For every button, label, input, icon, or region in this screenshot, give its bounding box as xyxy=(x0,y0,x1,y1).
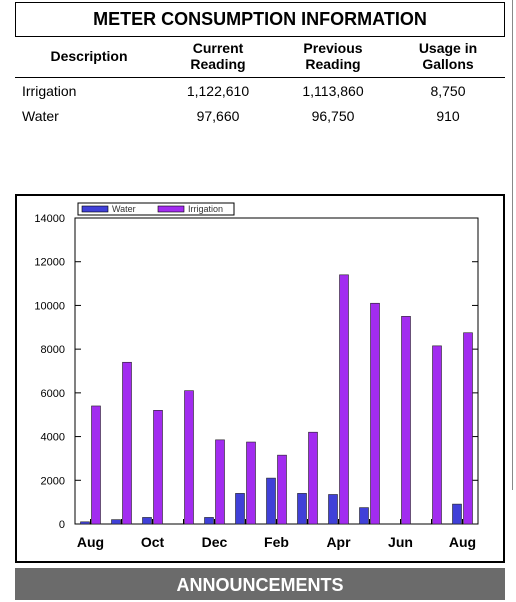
bar xyxy=(401,316,411,525)
bar xyxy=(142,517,152,525)
bar xyxy=(432,345,442,525)
bar xyxy=(215,439,225,525)
column-header: Usage in Gallons xyxy=(418,40,478,72)
cell: 910 xyxy=(436,108,460,124)
x-tick-label: Feb xyxy=(264,534,289,550)
legend-label: Irrigation xyxy=(188,204,223,214)
plot-area xyxy=(74,217,479,525)
column-header: Previous Reading xyxy=(303,40,363,72)
bar xyxy=(204,517,214,525)
cell: 97,660 xyxy=(196,108,240,124)
cell: Irrigation xyxy=(22,83,77,99)
bar xyxy=(235,493,245,525)
header-title: METER CONSUMPTION INFORMATION xyxy=(15,2,505,37)
cell: 1,122,610 xyxy=(186,83,250,99)
cell: 96,750 xyxy=(311,108,355,124)
bar xyxy=(297,493,307,525)
bar xyxy=(339,274,349,525)
bar xyxy=(111,519,121,525)
legend-swatch xyxy=(81,205,109,213)
bar xyxy=(452,503,462,525)
y-tick-label: 6000 xyxy=(41,388,65,400)
x-tick-label: Aug xyxy=(449,534,476,550)
legend-label: Water xyxy=(112,204,136,214)
column-header: Current Reading xyxy=(190,40,246,72)
cell: Water xyxy=(22,108,59,124)
y-tick-label: 8000 xyxy=(41,344,65,356)
legend-swatch xyxy=(157,205,185,213)
bar xyxy=(277,454,287,525)
x-tick-label: Apr xyxy=(326,534,351,550)
legend-box xyxy=(77,202,235,216)
bar xyxy=(80,521,90,525)
bar xyxy=(463,332,473,525)
cell: 8,750 xyxy=(430,83,466,99)
bar xyxy=(359,507,369,525)
y-tick-label: 2000 xyxy=(41,475,65,487)
cell: 1,113,860 xyxy=(302,83,364,99)
x-tick-label: Jun xyxy=(388,534,413,550)
x-tick-label: Dec xyxy=(202,534,228,550)
column-header: Description xyxy=(50,48,128,64)
bar xyxy=(246,441,256,525)
y-tick-label: 12000 xyxy=(34,257,65,269)
bar xyxy=(328,494,338,525)
bar xyxy=(184,390,194,525)
announcements-title: ANNOUNCEMENTS xyxy=(15,568,505,600)
y-tick-label: 14000 xyxy=(34,213,65,225)
y-tick-label: 0 xyxy=(59,519,65,531)
bar xyxy=(153,410,163,525)
bar xyxy=(91,405,101,525)
bar xyxy=(266,477,276,525)
y-tick-label: 4000 xyxy=(41,432,65,444)
divider xyxy=(512,0,513,490)
bar xyxy=(308,431,318,525)
x-tick-label: Aug xyxy=(77,534,104,550)
y-tick-label: 10000 xyxy=(34,300,65,312)
x-tick-label: Oct xyxy=(141,534,165,550)
header-rule xyxy=(15,77,505,78)
bar xyxy=(122,361,132,525)
bar xyxy=(370,302,380,525)
